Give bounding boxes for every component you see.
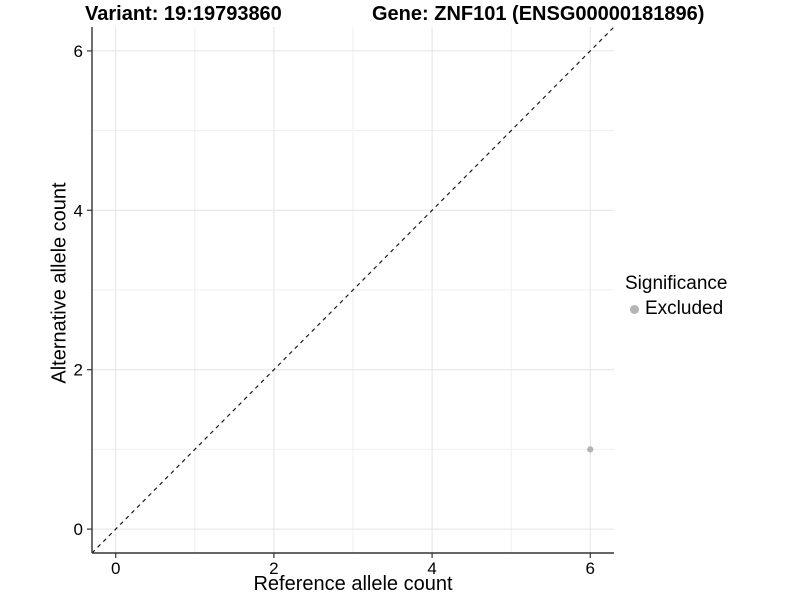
y-tick-label: 4 (74, 201, 83, 220)
x-tick-label: 6 (586, 559, 595, 578)
y-axis-label: Alternative allele count (48, 182, 71, 384)
legend-item-excluded: Excluded (630, 298, 727, 320)
identity-dashed-line (91, 26, 615, 554)
plot-title-gene: Gene: ZNF101 (ENSG00000181896) (372, 3, 705, 25)
x-tick-label: 0 (111, 559, 120, 578)
plot-title-variant: Variant: 19:19793860 (85, 3, 282, 25)
legend-title: Significance (625, 273, 728, 294)
y-tick-label: 6 (74, 42, 83, 61)
y-tick-label: 2 (74, 361, 83, 380)
legend-item-label: Excluded (645, 298, 724, 319)
y-tick-label: 0 (74, 520, 83, 539)
data-point (587, 446, 594, 453)
legend-key-dot-icon (630, 304, 639, 314)
legend: Significance Excluded (625, 273, 727, 320)
x-tick-label: 2 (269, 559, 278, 578)
x-tick-label: 4 (427, 559, 436, 578)
x-axis-label: Reference allele count (253, 573, 453, 595)
